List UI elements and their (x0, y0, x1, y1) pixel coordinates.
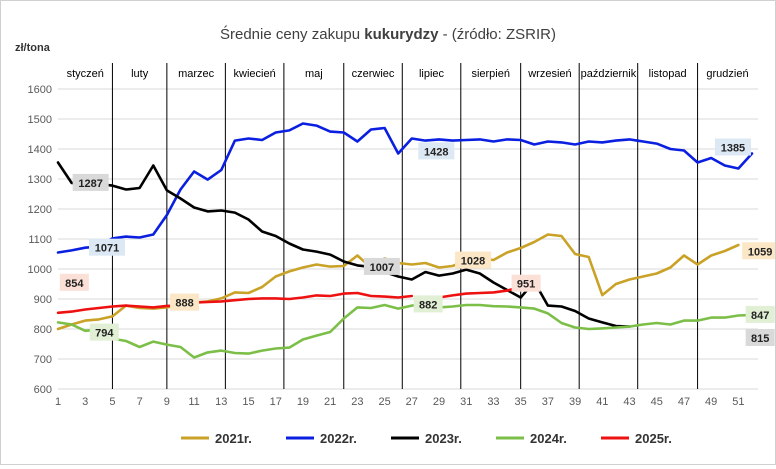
x-tick-label-47: 47 (678, 396, 690, 408)
label-2023-815-box (745, 329, 775, 346)
label-2021-1028-box (455, 251, 492, 269)
y-tick-label-700: 700 (34, 354, 52, 366)
x-tick-label-25: 25 (378, 396, 390, 408)
x-tick-label-11: 11 (188, 396, 199, 408)
legend: 2021r. 2022r. 2023r. 2024r. 2025r. (181, 431, 672, 446)
month-label-lipiec: lipiec (419, 68, 445, 80)
x-tick-label-9: 9 (164, 396, 170, 408)
x-tick-label-3: 3 (82, 396, 88, 408)
label-2022-1071-box (88, 238, 125, 256)
y-tick-label-1100: 1100 (28, 234, 52, 246)
month-label-luty: luty (131, 68, 149, 80)
x-tick-label-35: 35 (515, 396, 527, 408)
label-2021-1059-box (742, 242, 776, 260)
label-2025-888: 888 (175, 298, 193, 310)
chart-title-part-2: kukurydzy (364, 26, 439, 43)
axes: 600 700 800 900 1000 1100 1200 1300 1400 1500 1600… (28, 84, 745, 408)
label-2021-1059: 1059 (748, 246, 772, 258)
x-tick-label-13: 13 (215, 396, 227, 408)
label-2022-1428: 1428 (424, 146, 448, 158)
label-2025-854: 854 (65, 278, 84, 290)
data-labels: 1287 1071 854 794 888 1007 1428 882 1028 951 1385 1… (59, 138, 776, 346)
month-label-grudzień: grudzień (706, 68, 748, 80)
chart-title-part-3: - (źródło: ZSRIR) (438, 26, 556, 43)
y-tick-label-1300: 1300 (28, 174, 52, 186)
y-tick-label-1200: 1200 (28, 204, 52, 216)
month-label-czerwiec: czerwiec (352, 68, 395, 80)
legend-label-2024r.: 2024r. (530, 431, 567, 446)
legend-label-2021r.: 2021r. (215, 431, 252, 446)
label-2024-882: 882 (419, 299, 437, 311)
x-tick-label-39: 39 (569, 396, 581, 408)
x-tick-label-23: 23 (351, 396, 363, 408)
chart-title-part-1: Średnie ceny zakupu (220, 25, 364, 43)
month-label-kwiecień: kwiecień (234, 68, 276, 80)
y-tick-label-1000: 1000 (28, 264, 52, 276)
series-line-2025r. (56, 282, 536, 315)
label-2022-1385: 1385 (721, 143, 745, 155)
label-2024-794-box (89, 323, 119, 341)
month-label-marzec: marzec (178, 68, 215, 80)
label-2021-1028: 1028 (461, 256, 485, 268)
x-tick-label-17: 17 (270, 396, 282, 408)
month-label-maj: maj (305, 68, 323, 80)
series-line-2024r. (56, 303, 754, 359)
month-label-styczeń: styczeń (67, 68, 104, 80)
legend-label-2022r.: 2022r. (320, 431, 357, 446)
x-tick-label-37: 37 (542, 396, 554, 408)
label-2024-882-box (413, 295, 443, 313)
y-tick-label-1500: 1500 (28, 114, 52, 126)
x-tick-label-51: 51 (732, 396, 744, 408)
label-2024-847-box (745, 305, 775, 323)
month-labels: styczeń luty marzec kwiecień maj czerwiec lipi… (67, 63, 749, 389)
x-tick-label-43: 43 (623, 396, 635, 408)
label-2023-1007-box (363, 257, 400, 275)
y-tick-label-1400: 1400 (28, 144, 52, 156)
label-2024-794: 794 (95, 328, 114, 340)
x-tick-label-27: 27 (406, 396, 418, 408)
x-tick-label-5: 5 (109, 396, 115, 408)
x-tick-label-33: 33 (487, 396, 499, 408)
label-2025-888-box (170, 293, 200, 311)
chart-title: Średnie ceny zakupu kukurydzy - (źródło:… (220, 25, 556, 43)
month-label-wrzesień: wrzesień (527, 68, 571, 80)
label-2025-951: 951 (517, 279, 535, 291)
label-2023-1287-box (72, 173, 109, 191)
y-axis-label: zł/tona (15, 42, 51, 54)
label-2025-951-box (511, 274, 541, 292)
y-tick-label-800: 800 (34, 324, 52, 336)
x-tick-label-49: 49 (705, 396, 717, 408)
x-tick-label-45: 45 (651, 396, 663, 408)
x-tick-label-41: 41 (596, 396, 608, 408)
series-line-2021r. (56, 233, 740, 331)
label-2023-1007: 1007 (370, 262, 394, 274)
y-tick-label-600: 600 (34, 384, 52, 396)
series-lines (56, 122, 754, 359)
x-tick-label-7: 7 (137, 396, 143, 408)
legend-label-2023r.: 2023r. (425, 431, 462, 446)
legend-label-2025r.: 2025r. (635, 431, 672, 446)
x-tick-label-29: 29 (433, 396, 445, 408)
month-label-październik: październik (581, 68, 637, 80)
label-2023-1287: 1287 (78, 178, 102, 190)
x-tick-label-19: 19 (297, 396, 309, 408)
month-label-sierpień: sierpień (471, 68, 510, 80)
x-tick-label-31: 31 (460, 396, 472, 408)
label-2022-1385-box (714, 138, 751, 156)
label-2022-1071: 1071 (95, 243, 119, 255)
x-tick-label-21: 21 (324, 396, 336, 408)
label-2025-854-box (59, 273, 89, 291)
label-2022-1428-box (418, 142, 455, 160)
x-tick-label-1: 1 (55, 396, 61, 408)
label-2024-847: 847 (751, 310, 769, 322)
y-tick-label-900: 900 (34, 294, 52, 306)
series-line-2022r. (56, 122, 754, 254)
x-tick-label-15: 15 (242, 396, 254, 408)
grid (58, 88, 758, 390)
month-label-listopad: listopad (649, 68, 687, 80)
label-2023-815: 815 (751, 333, 769, 345)
y-tick-label-1600: 1600 (28, 84, 52, 96)
